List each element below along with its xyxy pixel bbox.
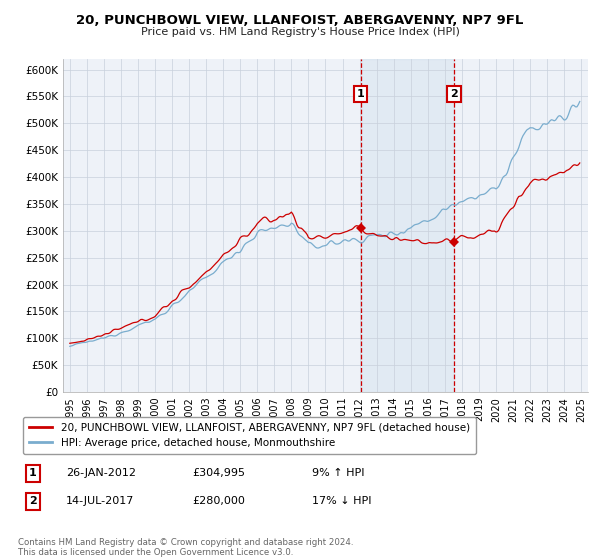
Text: 26-JAN-2012: 26-JAN-2012 (66, 468, 136, 478)
Text: 9% ↑ HPI: 9% ↑ HPI (312, 468, 365, 478)
Text: 17% ↓ HPI: 17% ↓ HPI (312, 496, 371, 506)
Text: Contains HM Land Registry data © Crown copyright and database right 2024.
This d: Contains HM Land Registry data © Crown c… (18, 538, 353, 557)
Bar (361, 59, 454, 392)
Text: 14-JUL-2017: 14-JUL-2017 (66, 496, 134, 506)
Text: 2: 2 (450, 89, 458, 99)
Text: 1: 1 (357, 89, 365, 99)
Text: Price paid vs. HM Land Registry's House Price Index (HPI): Price paid vs. HM Land Registry's House … (140, 27, 460, 37)
Legend: 20, PUNCHBOWL VIEW, LLANFOIST, ABERGAVENNY, NP7 9FL (detached house), HPI: Avera: 20, PUNCHBOWL VIEW, LLANFOIST, ABERGAVEN… (23, 417, 476, 454)
Text: £304,995: £304,995 (192, 468, 245, 478)
Text: 1: 1 (29, 468, 37, 478)
Text: 2: 2 (29, 496, 37, 506)
Text: £280,000: £280,000 (192, 496, 245, 506)
Text: 20, PUNCHBOWL VIEW, LLANFOIST, ABERGAVENNY, NP7 9FL: 20, PUNCHBOWL VIEW, LLANFOIST, ABERGAVEN… (76, 14, 524, 27)
